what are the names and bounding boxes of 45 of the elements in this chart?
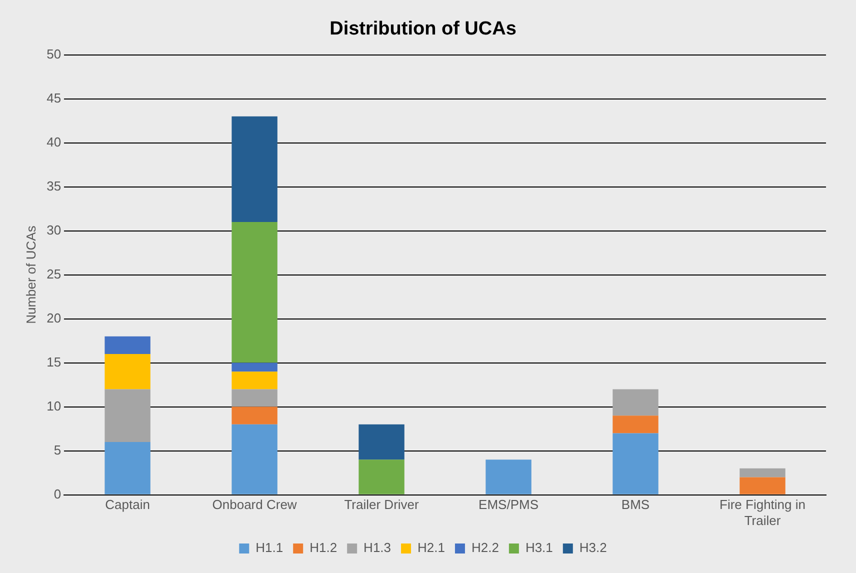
bar: [232, 406, 278, 424]
y-tick-label: 20: [46, 310, 62, 326]
chart-title: Distribution of UCAs: [330, 18, 516, 40]
legend-label: H1.3: [364, 540, 392, 556]
bar: [232, 372, 278, 390]
legend-label: H3.1: [525, 540, 553, 556]
bar: [104, 336, 150, 354]
bar: [740, 477, 786, 494]
legend-label: H2.2: [471, 540, 499, 556]
x-tick-label: Onboard Crew: [212, 497, 298, 512]
bar: [104, 354, 150, 390]
y-tick-label: 0: [54, 486, 62, 502]
y-tick-label: 5: [54, 442, 62, 458]
bar: [612, 433, 658, 494]
bar: [232, 222, 278, 363]
bar: [232, 362, 278, 372]
y-tick-label: 35: [46, 178, 62, 194]
x-tick-label: BMS: [621, 497, 650, 512]
y-tick-label: 10: [46, 398, 62, 414]
y-tick-label: 50: [46, 46, 62, 62]
legend-label: H1.1: [256, 540, 284, 556]
bar: [358, 424, 404, 460]
legend-label: H3.2: [579, 540, 607, 556]
bar: [612, 416, 658, 434]
bar: [104, 389, 150, 442]
y-tick-label: 30: [46, 222, 62, 238]
bar: [104, 442, 150, 494]
legend-label: H1.2: [310, 540, 338, 556]
bar: [740, 468, 786, 478]
y-tick-label: 45: [46, 90, 62, 106]
bar: [232, 389, 278, 407]
y-tick-label: 40: [46, 134, 62, 150]
x-tick-label: Trailer Driver: [344, 497, 420, 512]
bar: [612, 389, 658, 416]
bar: [358, 460, 404, 494]
x-tick-label: Fire Fighting in Trailer: [720, 497, 806, 528]
y-tick-label: 25: [46, 266, 62, 282]
bar: [232, 116, 278, 222]
y-tick-label: 15: [46, 354, 62, 370]
y-axis-title: Number of UCAs: [23, 225, 38, 324]
x-tick-label: EMS/PMS: [478, 497, 539, 512]
x-tick-label: Captain: [105, 497, 150, 512]
legend-label: H2.1: [418, 540, 445, 556]
bar: [486, 460, 532, 494]
bar: [232, 424, 278, 494]
